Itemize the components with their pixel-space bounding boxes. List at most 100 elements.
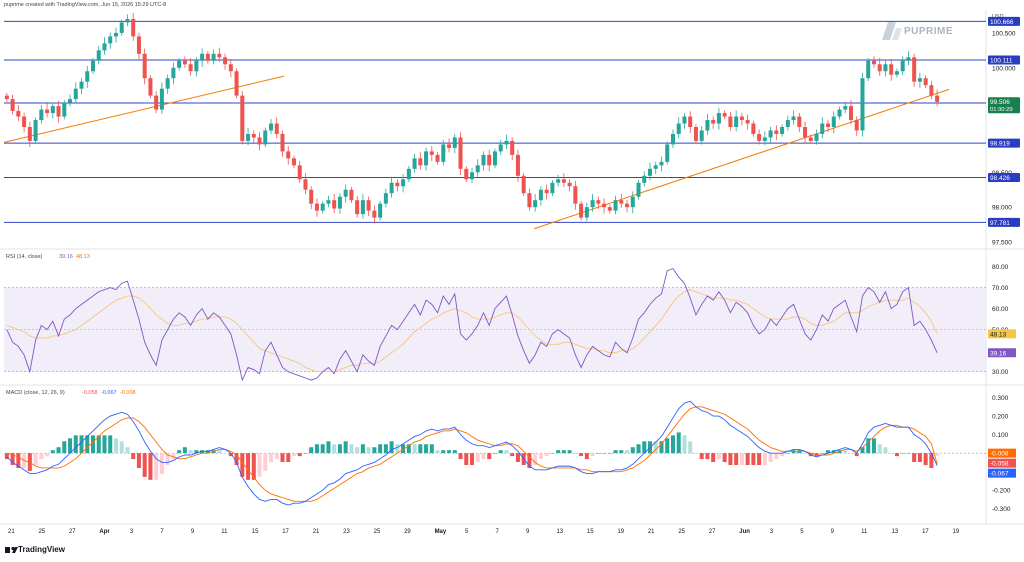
- candle-body: [826, 123, 831, 127]
- macd-histogram-bar: [159, 453, 164, 474]
- candle-body: [223, 57, 228, 65]
- candle-body: [791, 116, 796, 121]
- macd-histogram-bar: [935, 453, 940, 456]
- price-tick-label: 100.500: [992, 30, 1016, 37]
- x-tick-label: 11: [861, 529, 868, 535]
- x-tick-label: 17: [922, 529, 929, 535]
- candle-body: [240, 95, 245, 141]
- macd-histogram-bar: [670, 435, 675, 454]
- candle-body: [200, 53, 205, 61]
- macd-histogram-bar: [458, 453, 463, 460]
- macd-histogram-bar: [550, 453, 555, 454]
- histogram-tag-label: -0.008: [990, 451, 1009, 458]
- macd-histogram-bar: [337, 444, 342, 454]
- macd-histogram-bar: [774, 453, 779, 460]
- level-tag: [988, 16, 1020, 26]
- candle-body: [510, 140, 515, 155]
- candle-body: [309, 189, 314, 204]
- x-tick-label: 3: [770, 529, 774, 535]
- candle-body: [194, 60, 199, 72]
- candle-body: [33, 120, 38, 141]
- x-tick-label: 27: [709, 529, 716, 535]
- candle-body: [475, 165, 480, 173]
- macd-histogram-bar: [280, 453, 285, 463]
- candle-body: [234, 71, 239, 96]
- candle-body: [383, 193, 388, 204]
- macd-histogram-bar: [39, 453, 44, 460]
- macd-histogram-bar: [320, 444, 325, 454]
- macd-histogram-bar: [573, 453, 578, 454]
- candle-body: [785, 120, 790, 127]
- candle-body: [366, 200, 371, 211]
- macd-histogram-bar: [894, 453, 899, 457]
- candle-body: [360, 200, 365, 215]
- candle-body: [85, 71, 90, 82]
- candle-body: [16, 110, 21, 117]
- macd-histogram-bar: [257, 453, 262, 477]
- macd-histogram-bar: [165, 453, 170, 466]
- candle-body: [556, 179, 561, 183]
- macd-histogram-bar: [699, 453, 704, 460]
- macd-histogram-bar: [263, 453, 268, 471]
- macd-histogram-bar: [56, 447, 61, 454]
- macd-histogram-bar: [441, 450, 446, 454]
- macd-histogram-bar: [734, 453, 739, 466]
- candle-body: [757, 133, 762, 141]
- candle-body: [682, 116, 687, 124]
- macd-histogram-bar: [314, 444, 319, 454]
- x-tick-label: 19: [617, 529, 624, 535]
- candle-body: [102, 43, 107, 51]
- x-tick-label: 7: [496, 529, 500, 535]
- macd-histogram-bar: [136, 453, 141, 468]
- macd-histogram-bar: [355, 447, 360, 454]
- macd-histogram-bar: [722, 453, 727, 463]
- x-tick-label: 9: [191, 529, 195, 535]
- macd-histogram-bar: [584, 453, 589, 460]
- candle-body: [515, 154, 520, 176]
- macd-histogram-bar: [625, 450, 630, 454]
- signal-line: [6, 406, 938, 502]
- macd-histogram-bar: [119, 441, 124, 454]
- candle-body: [429, 151, 434, 155]
- rsi-tick-label: 80.00: [992, 264, 1009, 271]
- candle-body: [246, 133, 251, 141]
- macd-histogram-bar: [223, 453, 228, 454]
- macd-histogram-bar: [68, 438, 73, 454]
- candle-body: [378, 203, 383, 218]
- candle-body: [401, 179, 406, 187]
- macd-histogram-bar: [412, 444, 417, 454]
- macd-legend-value: -0.058: [82, 390, 98, 396]
- macd-histogram-bar: [10, 453, 15, 466]
- macd-histogram-bar: [567, 450, 572, 454]
- macd-histogram-bar: [498, 450, 503, 454]
- rsi-tag-label: 39.16: [990, 350, 1007, 357]
- macd-histogram-bar: [102, 435, 107, 454]
- candle-body: [136, 36, 141, 54]
- candle-body: [659, 161, 664, 166]
- macd-histogram-bar: [607, 453, 612, 454]
- macd-histogram-bar: [877, 444, 882, 454]
- x-tick-label: 25: [38, 529, 45, 535]
- macd-histogram-bar: [917, 453, 922, 463]
- candle-body: [780, 127, 785, 134]
- candle-body: [670, 133, 675, 145]
- macd-histogram-bar: [274, 453, 279, 460]
- candle-body: [584, 207, 589, 218]
- candle-body: [297, 165, 302, 180]
- candle-body: [739, 116, 744, 121]
- candle-body: [676, 123, 681, 134]
- candle-body: [464, 168, 469, 180]
- header-caption: puprime created with TradingView.com, Ju…: [4, 2, 167, 8]
- macd-histogram-bar: [401, 444, 406, 454]
- candle-body: [27, 127, 32, 141]
- macd-histogram-bar: [636, 444, 641, 454]
- macd-histogram-bar: [148, 453, 153, 480]
- macd-histogram-bar: [389, 441, 394, 454]
- candle-body: [389, 182, 394, 194]
- candle-body: [797, 116, 802, 127]
- candle-body: [447, 144, 452, 148]
- rsi-ma-tag-label: 48.13: [990, 331, 1007, 338]
- macd-tick-label: 0.200: [992, 414, 1009, 421]
- histogram-tag: [988, 448, 1016, 458]
- rsi-ma-line: [6, 289, 938, 373]
